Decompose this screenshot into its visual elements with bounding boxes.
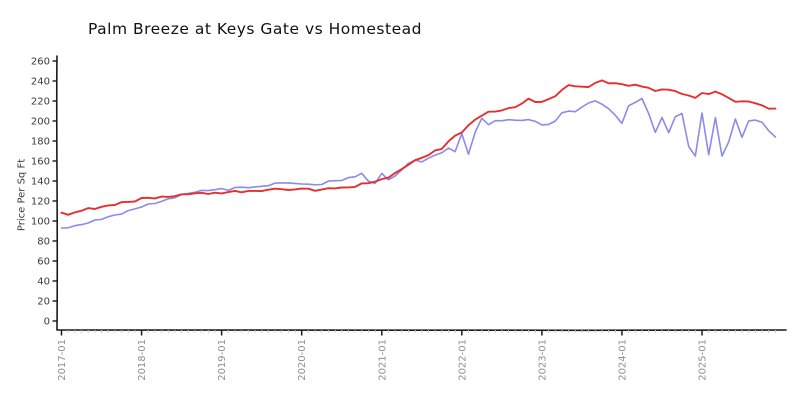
x-tick-label: 2017-01 bbox=[57, 339, 68, 381]
y-tick-label: 220 bbox=[31, 97, 50, 108]
x-tick-label: 2019-01 bbox=[217, 339, 228, 381]
y-tick-label: 140 bbox=[31, 177, 50, 188]
y-tick-label: 60 bbox=[37, 257, 50, 268]
y-tick-label: 120 bbox=[31, 197, 50, 208]
y-tick-label: 100 bbox=[31, 217, 50, 228]
y-tick-label: 20 bbox=[37, 297, 50, 308]
y-tick-label: 40 bbox=[37, 277, 50, 288]
x-tick-label: 2021-01 bbox=[377, 339, 388, 381]
x-tick-label: 2023-01 bbox=[537, 339, 548, 381]
x-tick-label: 2020-01 bbox=[297, 339, 308, 381]
y-tick-label: 240 bbox=[31, 77, 50, 88]
chart-title: Palm Breeze at Keys Gate vs Homestead bbox=[88, 20, 422, 38]
x-tick-label: 2022-01 bbox=[457, 339, 468, 381]
y-tick-label: 0 bbox=[44, 317, 50, 328]
y-tick-label: 200 bbox=[31, 117, 50, 128]
y-tick-label: 80 bbox=[37, 237, 50, 248]
axes-spines bbox=[55, 55, 787, 332]
x-tick-label: 2025-01 bbox=[698, 339, 709, 381]
x-tick-label: 2018-01 bbox=[137, 339, 148, 381]
x-tick-label: 2024-01 bbox=[617, 339, 628, 381]
y-tick-label: 160 bbox=[31, 157, 50, 168]
y-tick-label: 180 bbox=[31, 137, 50, 148]
blue-series-line bbox=[60, 97, 777, 229]
red-series-line bbox=[60, 79, 777, 216]
y-tick-label: 260 bbox=[31, 57, 50, 68]
